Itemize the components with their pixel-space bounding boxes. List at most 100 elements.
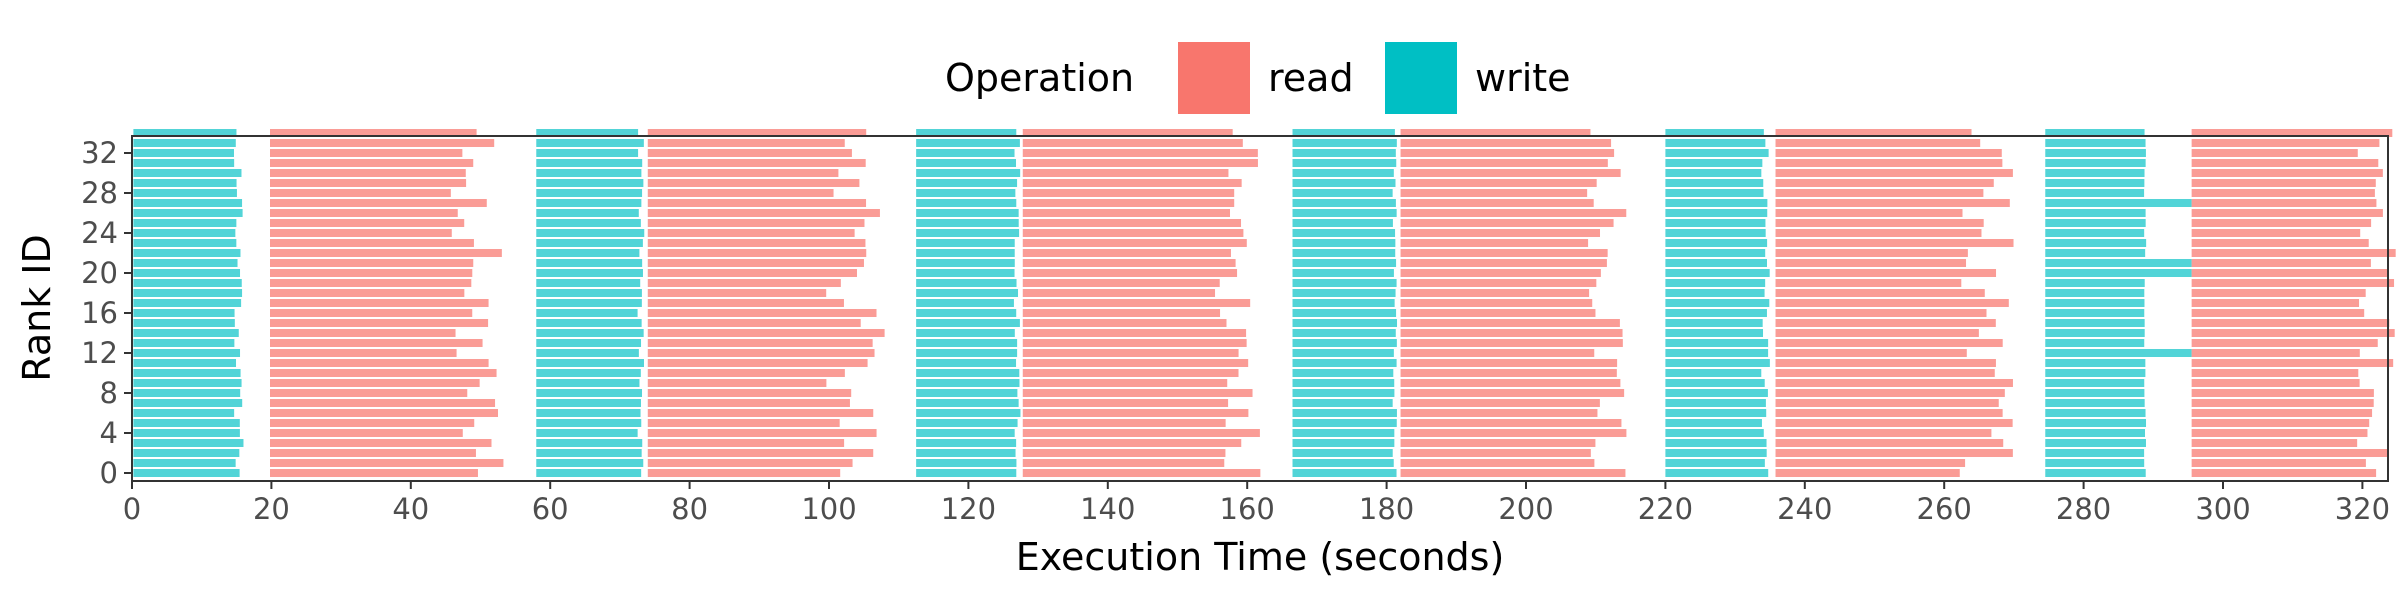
write-bar: [536, 139, 644, 147]
write-bar: [133, 159, 235, 167]
write-bar: [1292, 279, 1397, 287]
read-bar: [270, 229, 452, 237]
read-bar: [270, 129, 477, 137]
write-bar: [2045, 449, 2145, 457]
write-bar: [536, 199, 642, 207]
write-bar: [536, 239, 643, 247]
read-bar: [270, 339, 483, 347]
write-bar: [536, 469, 642, 477]
write-bar: [1665, 169, 1762, 177]
read-bar: [647, 319, 861, 327]
read-bar: [1775, 359, 1996, 367]
write-bar: [2045, 219, 2146, 227]
write-bar: [2045, 359, 2146, 367]
read-bar: [1775, 379, 2013, 387]
write-bar: [1292, 209, 1397, 217]
legend-key-write: [1385, 42, 1457, 114]
write-bar: [2045, 379, 2145, 387]
read-bar: [1400, 349, 1595, 357]
write-bar: [2045, 279, 2145, 287]
write-bar: [1665, 469, 1769, 477]
read-bar: [1400, 269, 1601, 277]
read-bar: [270, 309, 473, 317]
write-bar: [1292, 219, 1393, 227]
write-bar: [916, 239, 1015, 247]
write-bar: [1292, 339, 1397, 347]
write-bar: [916, 289, 1019, 297]
read-bar: [1400, 429, 1627, 437]
x-tick-label: 160: [1220, 492, 1275, 526]
read-bar: [1775, 259, 1967, 267]
legend-label-read: read: [1268, 56, 1354, 100]
write-bar: [916, 369, 1020, 377]
read-bar: [1775, 279, 1962, 287]
write-bar: [133, 209, 243, 217]
write-bar: [2045, 189, 2145, 197]
write-bar: [536, 339, 642, 347]
read-bar: [1775, 179, 1994, 187]
read-bar: [1400, 439, 1596, 447]
write-bar: [1665, 309, 1767, 317]
write-bar: [2045, 459, 2145, 467]
read-bar: [1775, 339, 2003, 347]
write-bar: [916, 229, 1020, 237]
read-bar: [1775, 399, 1999, 407]
read-bar: [270, 369, 497, 377]
panel-border: [131, 135, 2389, 482]
read-bar: [2191, 459, 2366, 467]
read-bar: [2191, 449, 2389, 457]
read-bar: [270, 449, 476, 457]
write-bar: [1665, 259, 1767, 267]
read-bar: [1022, 209, 1231, 217]
read-bar: [270, 279, 472, 287]
write-bar: [2045, 329, 2145, 337]
x-tick-label: 0: [123, 492, 141, 526]
write-bar: [536, 359, 644, 367]
write-bar: [1292, 369, 1394, 377]
read-bar: [1775, 409, 2003, 417]
read-bar: [1775, 299, 2009, 307]
read-bar: [270, 169, 466, 177]
write-bar: [1665, 319, 1763, 327]
write-bar: [133, 419, 240, 427]
y-axis-title: Rank ID: [15, 234, 59, 382]
write-bar: [916, 179, 1018, 187]
read-bar: [1022, 359, 1249, 367]
read-bar: [2191, 359, 2394, 367]
read-bar: [1400, 149, 1615, 157]
read-bar: [270, 189, 451, 197]
write-bar: [536, 419, 642, 427]
write-bar: [1292, 129, 1395, 137]
x-tick-label: 260: [1917, 492, 1972, 526]
write-bar: [1292, 389, 1395, 397]
write-bar: [916, 339, 1018, 347]
write-bar: [2045, 339, 2145, 347]
read-bar: [647, 129, 867, 137]
read-bar: [1775, 439, 2004, 447]
read-bar: [647, 179, 860, 187]
write-bar: [1292, 449, 1393, 457]
read-bar: [1022, 349, 1239, 357]
write-bar: [133, 149, 234, 157]
read-bar: [270, 319, 489, 327]
read-bar: [647, 359, 868, 367]
write-bar: [916, 209, 1019, 217]
x-tick-label: 40: [392, 492, 429, 526]
write-bar: [133, 459, 236, 467]
read-bar: [1400, 229, 1601, 237]
read-bar: [2191, 249, 2396, 257]
write-bar: [536, 299, 642, 307]
read-bar: [1775, 229, 1982, 237]
write-bar: [133, 289, 243, 297]
read-bar: [2191, 159, 2379, 167]
y-tick-label: 8: [100, 376, 118, 410]
write-bar: [536, 439, 643, 447]
read-bar: [2191, 189, 2375, 197]
write-bar: [1292, 179, 1396, 187]
legend-label-write: write: [1475, 56, 1571, 100]
write-bar: [916, 329, 1015, 337]
write-bar: [916, 389, 1018, 397]
read-bar: [1775, 149, 2002, 157]
write-bar: [916, 169, 1021, 177]
read-bar: [1775, 349, 1967, 357]
